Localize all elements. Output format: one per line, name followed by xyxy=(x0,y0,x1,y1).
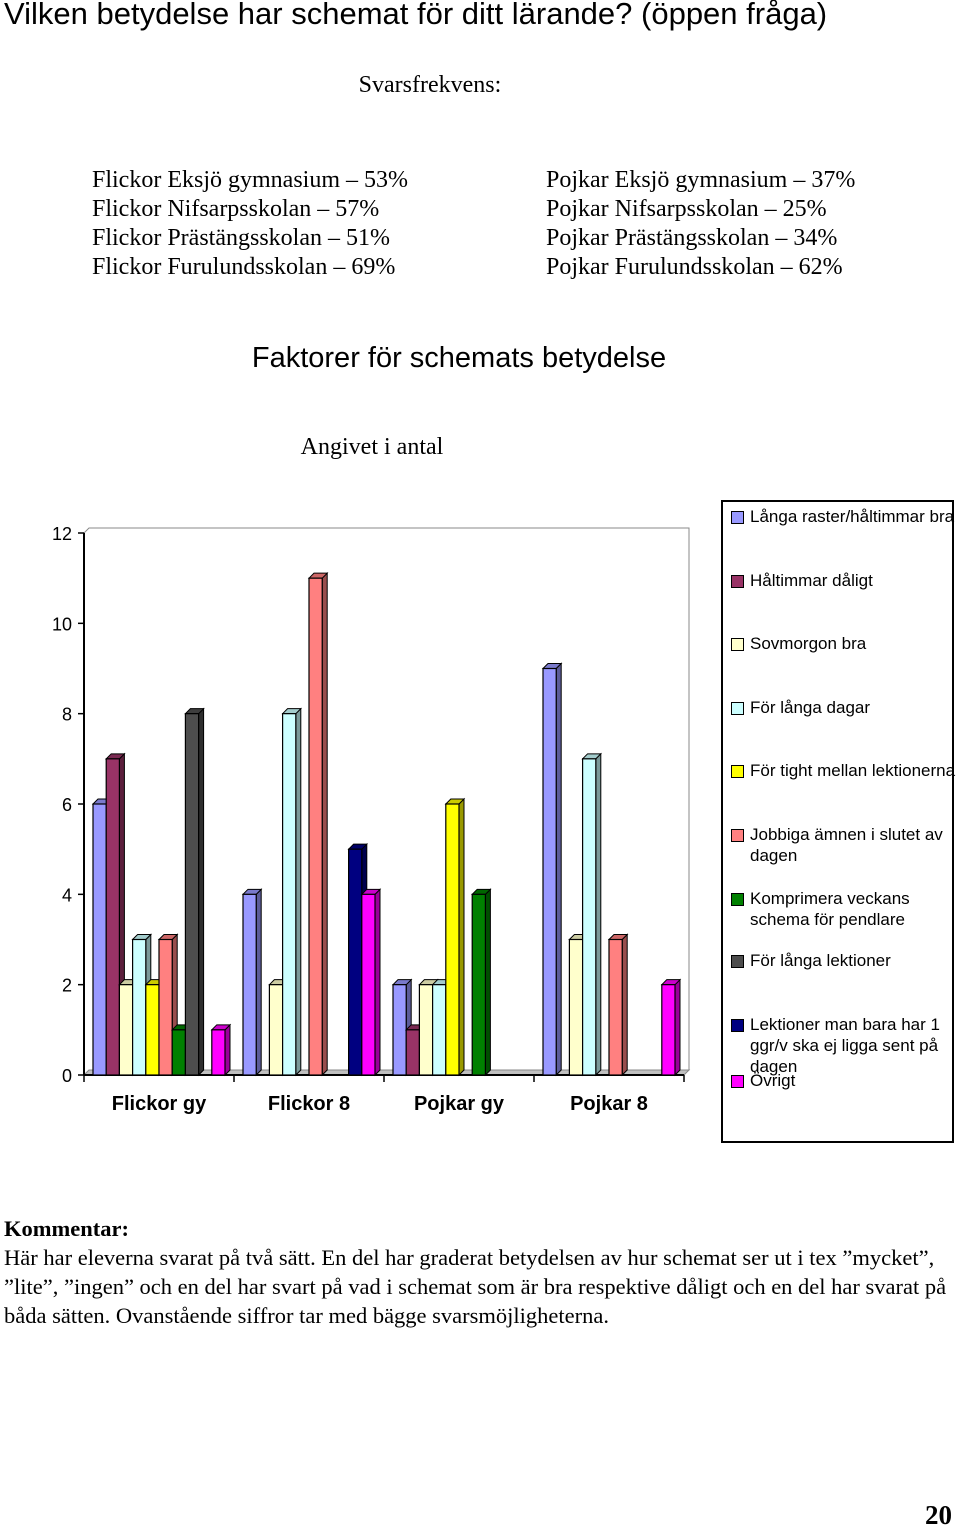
legend-item: Håltimmar dåligt xyxy=(731,570,956,591)
legend-item: För långa lektioner xyxy=(731,950,956,971)
x-category-label: Flickor 8 xyxy=(268,1093,350,1115)
response-rate-line: Flickor Nifsarpsskolan – 57% xyxy=(92,196,380,222)
y-tick-label: 2 xyxy=(62,976,72,996)
comment-body: Här har eleverna svarat på två sätt. En … xyxy=(4,1245,947,1328)
legend-item: För långa dagar xyxy=(731,697,956,718)
legend-item: Långa raster/håltimmar bra xyxy=(731,506,956,527)
bar xyxy=(307,571,329,1077)
legend-swatch xyxy=(731,955,744,968)
legend-item: Jobbiga ämnen i slutet av dagen xyxy=(731,824,956,866)
legend-swatch xyxy=(731,575,744,588)
bar xyxy=(360,888,382,1077)
legend-label: Sovmorgon bra xyxy=(750,634,867,653)
response-rate-line: Flickor Furulundsskolan – 69% xyxy=(92,254,396,280)
response-rate-line: Flickor Eksjö gymnasium – 53% xyxy=(92,167,408,193)
legend-label: Långa raster/håltimmar bra xyxy=(750,507,955,526)
y-tick-label: 8 xyxy=(62,705,72,725)
legend-swatch xyxy=(731,1019,744,1032)
page-heading: Vilken betydelse har schemat för ditt lä… xyxy=(4,0,828,31)
y-tick-label: 10 xyxy=(52,614,72,634)
legend-swatch xyxy=(731,1075,744,1088)
legend-item: Övrigt xyxy=(731,1070,956,1091)
response-rate-girls: Flickor Eksjö gymnasium – 53% Flickor Ni… xyxy=(92,166,408,282)
response-rate-line: Flickor Prästängsskolan – 51% xyxy=(92,225,390,251)
comment-title: Kommentar: xyxy=(4,1216,129,1241)
response-rate-line: Pojkar Furulundsskolan – 62% xyxy=(546,254,843,280)
y-tick-label: 12 xyxy=(52,524,72,544)
comment-section: Kommentar: Här har eleverna svarat på tv… xyxy=(4,1214,954,1330)
legend-label: Jobbiga ämnen i slutet av dagen xyxy=(750,825,943,865)
y-tick-label: 0 xyxy=(62,1066,72,1086)
page-number: 20 xyxy=(925,1500,952,1530)
bar xyxy=(210,1023,232,1077)
response-rate-title: Svarsfrekvens: xyxy=(358,72,502,98)
bar xyxy=(241,888,263,1077)
legend-label: Komprimera veckans schema för pendlare xyxy=(750,889,910,929)
bar xyxy=(444,797,466,1077)
bar xyxy=(184,707,205,1077)
response-rate-boys: Pojkar Eksjö gymnasium – 37% Pojkar Nifs… xyxy=(546,166,855,282)
bar xyxy=(660,978,682,1077)
legend-label: Håltimmar dåligt xyxy=(750,571,873,590)
legend-swatch xyxy=(731,829,744,842)
chart-title: Faktorer för schemats betydelse xyxy=(251,342,667,374)
legend-swatch xyxy=(731,765,744,778)
bar xyxy=(470,888,492,1077)
bar xyxy=(541,662,563,1077)
legend-swatch xyxy=(731,893,744,906)
legend-label: För tight mellan lektionerna xyxy=(750,761,956,780)
chart-subtitle: Angivet i antal xyxy=(300,434,444,460)
bar xyxy=(281,707,303,1077)
x-category-label: Pojkar gy xyxy=(414,1093,505,1115)
legend-swatch xyxy=(731,702,744,715)
x-category-label: Pojkar 8 xyxy=(570,1093,648,1115)
bar xyxy=(607,933,629,1077)
bar-chart: 0 2 4 6 8 10 12 Flickor gy Flickor 8 Pojkar gy Poj… xyxy=(52,524,691,1115)
legend-label: Lektioner man bara har 1 ggr/v ska ej li… xyxy=(750,1015,940,1076)
y-tick-label: 6 xyxy=(62,795,72,815)
legend-label: För långa lektioner xyxy=(750,951,891,970)
y-tick-label: 4 xyxy=(62,885,72,905)
legend-item: För tight mellan lektionerna xyxy=(731,760,956,781)
legend-swatch xyxy=(731,511,744,524)
legend-item: Sovmorgon bra xyxy=(731,633,956,654)
response-rate-line: Pojkar Nifsarpsskolan – 25% xyxy=(546,196,827,222)
legend-label: Övrigt xyxy=(750,1071,796,1090)
legend-label: För långa dagar xyxy=(750,698,871,717)
legend-item: Komprimera veckans schema för pendlare xyxy=(731,888,956,930)
legend-swatch xyxy=(731,638,744,651)
bar xyxy=(581,752,603,1077)
legend-item: Lektioner man bara har 1 ggr/v ska ej li… xyxy=(731,1014,956,1077)
x-category-label: Flickor gy xyxy=(112,1093,207,1115)
response-rate-line: Pojkar Eksjö gymnasium – 37% xyxy=(546,167,856,193)
response-rate-line: Pojkar Prästängsskolan – 34% xyxy=(546,225,838,251)
chart-legend: Långa raster/håltimmar bra Håltimmar dåli… xyxy=(721,500,956,1143)
